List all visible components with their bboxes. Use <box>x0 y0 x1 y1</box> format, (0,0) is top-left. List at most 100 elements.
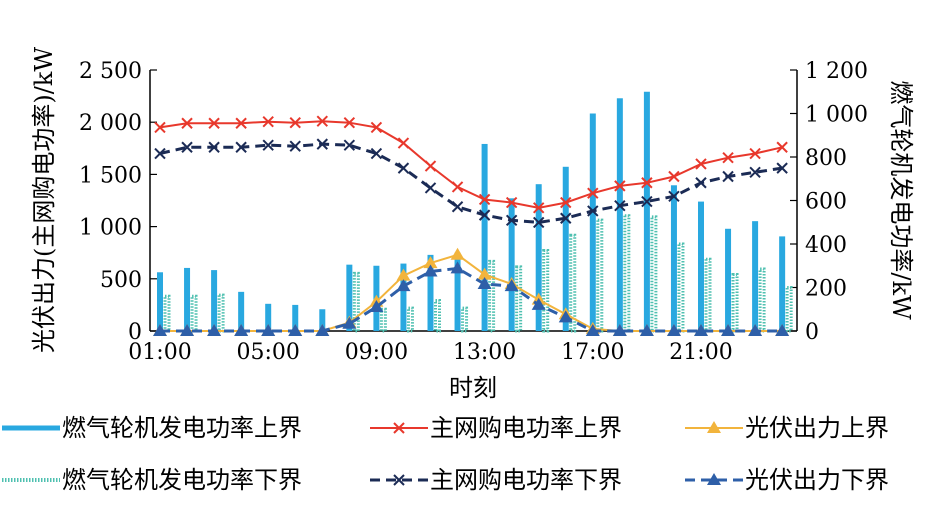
point-series-0 <box>208 117 220 129</box>
point-series-3 <box>639 324 654 336</box>
point-series-1 <box>235 141 247 153</box>
point-series-1 <box>451 201 464 213</box>
point-series-1 <box>776 162 788 174</box>
x-axis-title: 时刻 <box>449 374 497 402</box>
legend-label: 燃气轮机发电功率上界 <box>62 414 302 442</box>
bar-gt-upper <box>643 91 650 331</box>
bar-gt-lower <box>461 306 469 333</box>
legend-marker <box>393 474 405 486</box>
bar-gt-lower <box>569 233 577 333</box>
point-series-3 <box>234 324 249 336</box>
point-series-1 <box>505 214 518 227</box>
point-series-0 <box>478 193 491 206</box>
bar-gt-upper <box>427 254 434 331</box>
y-tick-left-label: 1 000 <box>79 216 142 241</box>
point-series-3 <box>315 324 330 336</box>
legend-item: 燃气轮机发电功率上界 <box>2 414 302 442</box>
point-series-1 <box>668 190 680 203</box>
point-series-0 <box>641 177 653 189</box>
x-tick-label: 05:00 <box>236 340 299 365</box>
y-tick-right-label: 600 <box>805 190 847 215</box>
point-series-1 <box>587 205 599 217</box>
bar-gt-upper <box>454 252 461 331</box>
point-series-3 <box>261 324 276 336</box>
y-tick-right-label: 1 000 <box>805 103 868 128</box>
y-tick-left-label: 1 500 <box>79 163 142 188</box>
point-series-2 <box>423 256 438 269</box>
point-series-0 <box>451 181 464 193</box>
point-series-1 <box>532 216 545 229</box>
bar-gt-upper <box>752 221 759 331</box>
point-series-3 <box>721 324 736 336</box>
bar-gt-lower <box>785 286 793 333</box>
bar-gt-upper <box>238 291 245 331</box>
bar-gt-upper <box>508 198 515 331</box>
legend-item: 主网购电功率上界 <box>370 414 622 442</box>
point-series-0 <box>587 187 599 199</box>
point-series-3 <box>748 324 763 336</box>
point-series-2 <box>450 247 465 260</box>
point-series-0 <box>532 202 545 214</box>
bar-gt-lower <box>379 307 387 333</box>
y-tick-left-label: 500 <box>100 268 142 293</box>
point-series-3 <box>504 279 519 292</box>
bars <box>157 91 793 333</box>
bar-gt-upper <box>616 98 623 332</box>
y-axis-title-right: 燃气轮机发电功率/kW <box>887 80 915 320</box>
bar-gt-upper <box>535 184 542 331</box>
bar-gt-lower <box>163 294 171 333</box>
point-series-0 <box>776 141 788 153</box>
legend-marker <box>707 421 721 433</box>
point-series-3 <box>153 324 167 336</box>
point-series-0 <box>370 121 383 134</box>
point-series-0 <box>614 180 626 192</box>
y-tick-right-label: 0 <box>805 320 819 345</box>
bar-gt-upper <box>400 263 407 331</box>
point-series-0 <box>289 117 301 129</box>
point-series-1 <box>722 170 734 183</box>
bar-gt-upper <box>292 304 299 331</box>
bar-gt-lower <box>758 267 766 333</box>
point-series-1 <box>208 141 220 153</box>
bar-gt-lower <box>623 214 631 333</box>
point-series-1 <box>641 195 653 208</box>
point-series-3 <box>775 324 790 336</box>
legend-label: 主网购电功率下界 <box>430 466 622 494</box>
y-tick-left-label: 2 500 <box>79 59 142 84</box>
x-tick-label: 17:00 <box>561 340 624 365</box>
legend-label: 光伏出力上界 <box>745 414 889 442</box>
bar-gt-lower <box>596 218 604 333</box>
y-tick-left-label: 2 000 <box>79 111 142 136</box>
lines <box>153 115 790 336</box>
point-series-3 <box>369 299 384 312</box>
bar-gt-lower <box>677 242 685 333</box>
bar-gt-upper <box>670 185 677 331</box>
y-tick-right-label: 400 <box>805 233 847 258</box>
bar-gt-lower <box>542 249 550 333</box>
point-series-3 <box>531 297 546 310</box>
point-series-0 <box>397 137 410 149</box>
point-series-3 <box>396 279 411 292</box>
point-series-0 <box>722 151 734 164</box>
bar-gt-upper <box>779 236 786 331</box>
line-series-2 <box>160 253 783 332</box>
line-series-0 <box>159 120 783 209</box>
y-tick-right-label: 800 <box>805 146 847 171</box>
legend-item: 光伏出力上界 <box>685 414 889 442</box>
point-series-1 <box>695 177 707 189</box>
x-tick-label: 09:00 <box>345 340 408 365</box>
legend-label: 燃气轮机发电功率下界 <box>62 466 302 494</box>
point-series-3 <box>694 324 708 336</box>
line-series-1 <box>159 142 783 224</box>
point-series-1 <box>154 147 166 160</box>
y-axis-title-left: 光伏出力(主网购电功率)/kW <box>30 47 58 353</box>
bar-gt-lower <box>190 294 198 333</box>
bar-gt-lower <box>352 271 360 333</box>
y-tick-right-label: 200 <box>805 277 847 302</box>
point-series-3 <box>666 324 681 336</box>
legend-label: 光伏出力下界 <box>745 466 889 494</box>
point-series-3 <box>342 316 357 329</box>
bar-gt-lower <box>488 259 496 333</box>
